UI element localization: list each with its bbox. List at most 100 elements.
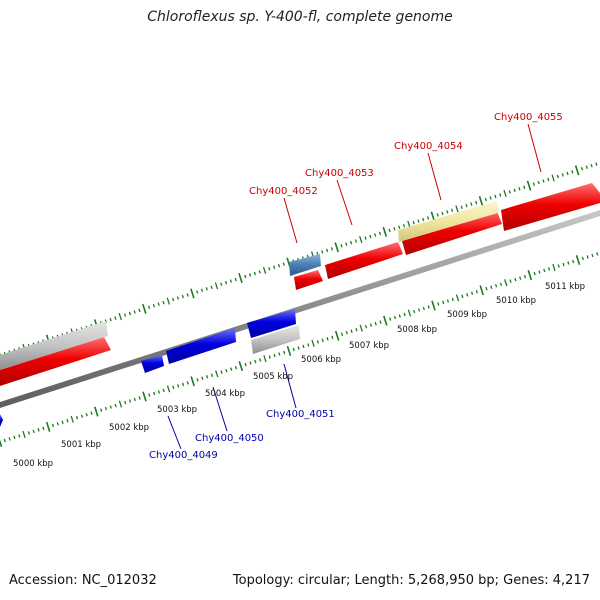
forward-gene-chy400-4053[interactable]: [325, 242, 403, 279]
tick-mark: [470, 291, 474, 295]
tick-mark: [238, 273, 243, 284]
tick-mark: [412, 220, 415, 225]
tick-mark: [205, 375, 209, 379]
label-chy400-4055[interactable]: Chy400_4055: [494, 112, 563, 123]
label-chy400-4053[interactable]: Chy400_4053: [305, 168, 374, 179]
tick-mark: [426, 216, 430, 220]
label-chy400-4049[interactable]: Chy400_4049: [149, 450, 218, 461]
tick-mark: [70, 415, 74, 423]
tick-mark: [450, 208, 454, 213]
rna-gene-chy400-4051[interactable]: [251, 325, 300, 354]
tick-mark: [66, 419, 69, 423]
forward-gene-chy400-4055[interactable]: [501, 183, 600, 231]
tick-mark: [364, 236, 367, 240]
tick-mark: [437, 302, 440, 306]
tick-mark: [465, 204, 468, 208]
tick-mark: [537, 180, 540, 185]
reverse-gene-edge[interactable]: [0, 414, 3, 427]
tick-mark: [575, 254, 581, 265]
forward-gene-left[interactable]: [0, 337, 111, 386]
tick-mark: [210, 373, 214, 377]
tick-mark: [359, 324, 363, 332]
tick-mark: [441, 211, 444, 216]
tick-mark: [407, 220, 411, 228]
tick-mark: [451, 297, 454, 302]
tick-mark: [190, 376, 195, 387]
tick-mark: [0, 439, 3, 448]
tick-mark: [374, 321, 377, 326]
label-chy400-4051[interactable]: Chy400_4051: [266, 409, 335, 420]
tick-mark: [45, 421, 51, 432]
forward-gene-chy400-4054[interactable]: [402, 211, 502, 255]
reverse-label-leaders: [167, 363, 297, 450]
tick-mark: [509, 279, 512, 283]
misc-feature-chy400-4054[interactable]: [398, 201, 498, 242]
tick-mark: [186, 381, 189, 385]
tick-mark: [138, 308, 141, 313]
tick-mark: [321, 250, 324, 254]
map-title: Chloroflexus sp. Y-400-fl, complete geno…: [147, 9, 453, 25]
feature-steel-blue[interactable]: [289, 254, 321, 276]
tick-mark: [596, 252, 599, 256]
tick-mark: [499, 193, 502, 197]
tick-mark: [590, 163, 593, 168]
tick-mark: [133, 397, 136, 402]
label-chy400-4052[interactable]: Chy400_4052: [249, 186, 318, 197]
tick-mark: [345, 331, 348, 335]
tick-mark: [152, 304, 156, 308]
tick-mark: [504, 279, 508, 287]
tick-mark: [595, 162, 598, 166]
tick-mark: [109, 405, 112, 409]
tick-mark: [479, 285, 484, 296]
tick-mark: [561, 173, 564, 177]
tick-mark: [253, 271, 257, 276]
tick-mark: [436, 213, 439, 217]
tick-mark: [277, 264, 281, 268]
tick-mark: [326, 337, 329, 341]
tick-mark: [538, 270, 541, 274]
forward-gene-chy400-4052[interactable]: [294, 270, 323, 290]
tick-mark: [200, 288, 204, 293]
tick-mark: [302, 344, 305, 349]
tick-mark: [181, 294, 184, 299]
tick-mark: [572, 259, 575, 264]
tick-mark: [124, 400, 127, 405]
scale-label: 5008 kbp: [397, 325, 437, 335]
tick-mark: [292, 347, 295, 352]
tick-mark: [442, 300, 445, 305]
rna-gene-left[interactable]: [0, 321, 108, 370]
tick-mark: [519, 276, 522, 280]
tick-mark: [80, 414, 84, 418]
reverse-gene-chy400-4049[interactable]: [141, 355, 164, 373]
tick-mark: [109, 317, 112, 322]
tick-mark: [508, 190, 511, 194]
tick-mark: [42, 426, 45, 431]
tick-mark: [547, 177, 550, 182]
tick-mark: [364, 325, 368, 329]
tick-mark: [61, 420, 64, 424]
reverse-gene-chy400-4050[interactable]: [166, 328, 236, 364]
tick-mark: [56, 422, 59, 426]
tick-mark: [340, 332, 344, 336]
tick-mark: [580, 167, 584, 171]
tick-mark: [389, 317, 392, 321]
tick-mark: [354, 239, 358, 243]
tick-mark: [297, 346, 300, 350]
tick-mark: [340, 243, 343, 248]
tick-mark: [523, 274, 527, 279]
tick-mark: [3, 438, 6, 443]
tick-mark: [316, 251, 319, 256]
scale-label: 5005 kbp: [253, 372, 293, 382]
reverse-gene-right[interactable]: [247, 309, 296, 338]
tick-mark: [393, 315, 397, 320]
tick-mark: [403, 312, 406, 317]
tick-mark: [383, 315, 388, 326]
genome-summary-text: Topology: circular; Length: 5,268,950 bp…: [232, 573, 590, 588]
tick-mark: [148, 393, 151, 397]
label-chy400-4050[interactable]: Chy400_4050: [195, 433, 264, 444]
tick-mark: [278, 352, 281, 356]
label-chy400-4054[interactable]: Chy400_4054: [394, 141, 463, 152]
tick-mark: [398, 314, 401, 318]
tick-mark: [214, 282, 219, 290]
